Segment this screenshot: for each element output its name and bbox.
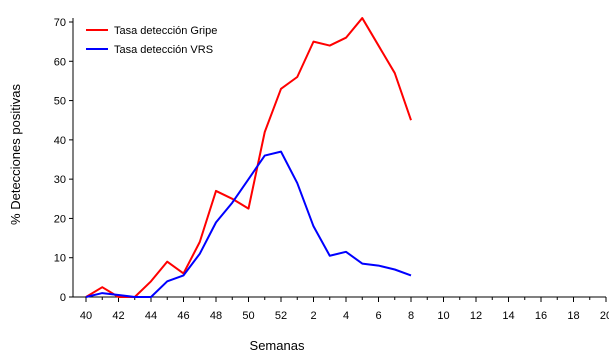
x-tick-label: 46 bbox=[177, 310, 189, 322]
x-tick-label: 16 bbox=[535, 310, 547, 322]
x-tick-label: 20 bbox=[600, 310, 609, 322]
x-tick-label: 50 bbox=[242, 310, 254, 322]
x-tick-label: 18 bbox=[567, 310, 579, 322]
series-line bbox=[85, 17, 412, 298]
x-tick-label: 14 bbox=[502, 310, 514, 322]
x-tick-label: 12 bbox=[470, 310, 482, 322]
x-tick-label: 2 bbox=[310, 310, 316, 322]
y-axis-title: % Detecciones positivas bbox=[8, 84, 23, 225]
x-tick-label: 40 bbox=[80, 310, 92, 322]
y-tick-label: 0 bbox=[60, 292, 66, 304]
legend-label: Tasa detección Gripe bbox=[114, 25, 217, 37]
series-lines bbox=[85, 17, 412, 298]
y-tick-label: 40 bbox=[54, 135, 66, 147]
legend-label: Tasa detección VRS bbox=[114, 44, 213, 56]
x-axis-ticks: 404244464850522468101214161820 bbox=[80, 297, 609, 322]
x-tick-label: 48 bbox=[210, 310, 222, 322]
series-line bbox=[85, 150, 412, 298]
y-tick-label: 70 bbox=[54, 17, 66, 29]
y-axis-ticks: 0 10 20 30 40 50 60 70 bbox=[54, 17, 73, 304]
legend: Tasa detección Gripe Tasa detección VRS bbox=[86, 25, 217, 56]
x-tick-label: 10 bbox=[437, 310, 449, 322]
x-tick-label: 52 bbox=[275, 310, 287, 322]
y-tick-label: 10 bbox=[54, 253, 66, 265]
x-tick-label: 6 bbox=[375, 310, 381, 322]
x-axis-title: Semanas bbox=[250, 338, 305, 353]
y-tick-label: 20 bbox=[54, 213, 66, 225]
x-tick-label: 42 bbox=[112, 310, 124, 322]
x-tick-label: 4 bbox=[343, 310, 349, 322]
y-tick-label: 30 bbox=[54, 174, 66, 186]
y-tick-label: 60 bbox=[54, 56, 66, 68]
y-tick-label: 50 bbox=[54, 96, 66, 108]
x-tick-label: 44 bbox=[145, 310, 157, 322]
x-tick-label: 8 bbox=[408, 310, 414, 322]
